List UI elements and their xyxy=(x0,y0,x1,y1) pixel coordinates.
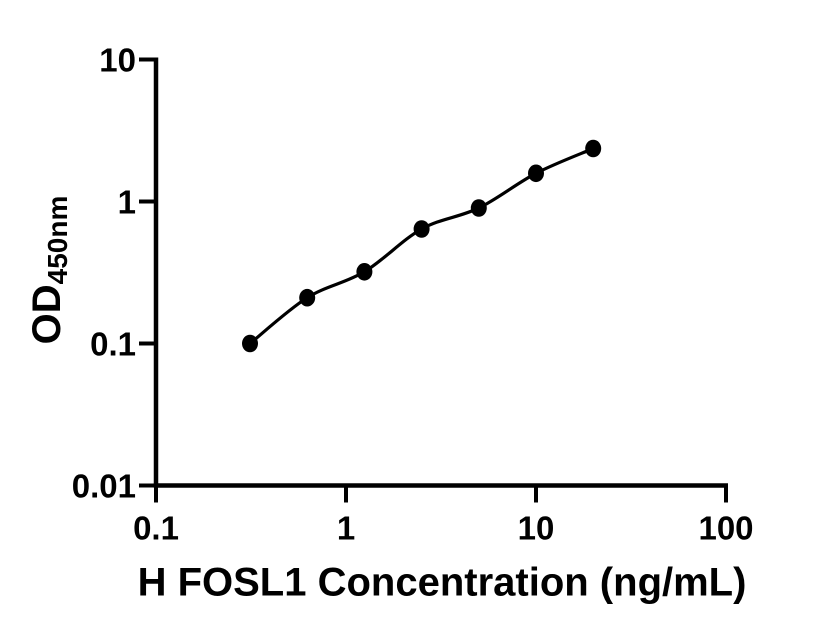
y-tick-label: 1 xyxy=(118,184,136,221)
x-tick-label: 100 xyxy=(698,510,753,547)
data-point xyxy=(299,288,316,307)
y-axis-title-main: OD xyxy=(25,284,69,345)
data-point xyxy=(470,199,487,217)
x-tick-label: 1 xyxy=(337,510,355,547)
data-point xyxy=(242,334,258,353)
y-tick-label: 0.01 xyxy=(72,468,136,505)
x-tick-label: 0.1 xyxy=(133,510,179,547)
data-point xyxy=(356,263,373,281)
y-axis-title: OD450nm xyxy=(25,196,73,345)
data-point xyxy=(585,139,602,158)
y-tick-label: 10 xyxy=(99,42,136,79)
data-point xyxy=(528,164,544,183)
x-axis-title: H FOSL1 Concentration (ng/mL) xyxy=(137,560,747,605)
y-tick-label: 0.1 xyxy=(90,326,136,363)
data-point xyxy=(413,220,430,238)
y-axis-title-subscript: 450nm xyxy=(42,195,73,285)
x-tick-label: 10 xyxy=(518,510,555,547)
